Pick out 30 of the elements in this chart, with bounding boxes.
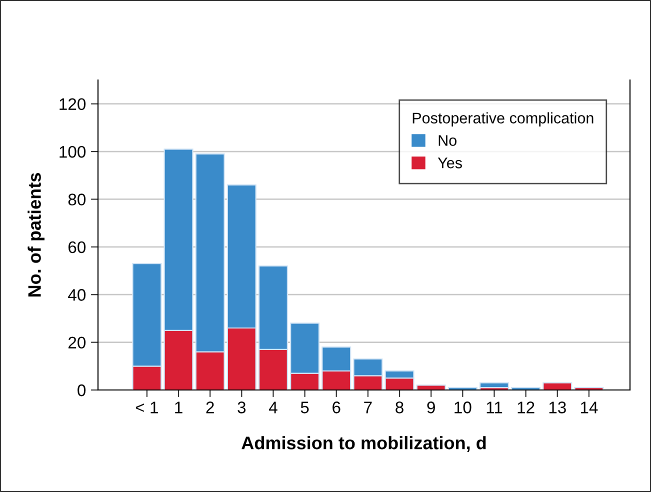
x-tick-label: 1 bbox=[175, 402, 182, 414]
bar bbox=[416, 384, 446, 390]
x-axis-title: Admission to mobilization, d bbox=[242, 436, 486, 452]
x-tick-label: 3 bbox=[238, 402, 246, 414]
x-tick-label: 2 bbox=[206, 402, 214, 414]
legend-label: No bbox=[438, 135, 456, 146]
x-tick-label: 14 bbox=[580, 402, 598, 414]
x-tick-label: 12 bbox=[518, 402, 534, 414]
x-tick-label: 13 bbox=[549, 402, 566, 414]
y-tick-label: 120 bbox=[60, 98, 86, 110]
legend-title: Postoperative complication bbox=[412, 112, 594, 127]
y-tick-label: 0 bbox=[78, 384, 86, 396]
x-tick-label: 11 bbox=[486, 402, 502, 414]
x-tick-label: 5 bbox=[300, 402, 309, 414]
legend-label: Yes bbox=[438, 158, 462, 168]
x-tick-label: < 1 bbox=[136, 402, 158, 414]
x-tick-label: 6 bbox=[332, 402, 340, 414]
x-tick-label: 10 bbox=[454, 402, 472, 414]
y-tick-label: 100 bbox=[60, 146, 86, 158]
x-tick-label: 4 bbox=[268, 402, 278, 414]
y-tick-label: 40 bbox=[68, 289, 86, 301]
x-tick-label: 7 bbox=[364, 402, 372, 414]
y-tick-label: 80 bbox=[68, 194, 86, 206]
y-axis-title: No. of patients bbox=[28, 173, 44, 296]
y-tick-label: 20 bbox=[68, 336, 86, 349]
x-tick-label: 8 bbox=[396, 402, 404, 414]
bar bbox=[542, 382, 572, 390]
y-tick-label: 60 bbox=[68, 241, 86, 254]
x-tick-label: 9 bbox=[427, 402, 435, 414]
bar bbox=[479, 382, 509, 388]
